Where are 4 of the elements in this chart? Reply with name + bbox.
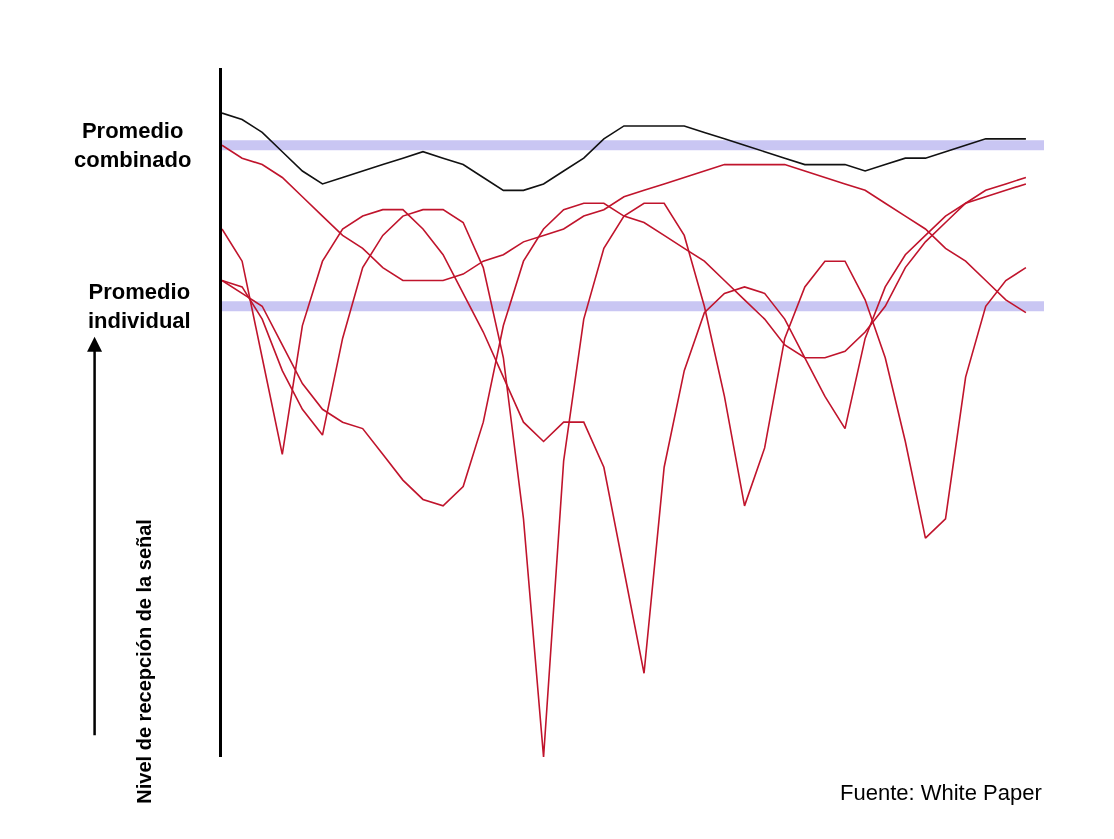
y-axis-title: Nivel de recepción de la señal — [133, 519, 156, 804]
ref-line-label: Promedio combinado — [74, 118, 192, 172]
ref-line-label: Promedio individual — [88, 279, 191, 333]
source-note: Fuente: White Paper — [840, 780, 1042, 805]
